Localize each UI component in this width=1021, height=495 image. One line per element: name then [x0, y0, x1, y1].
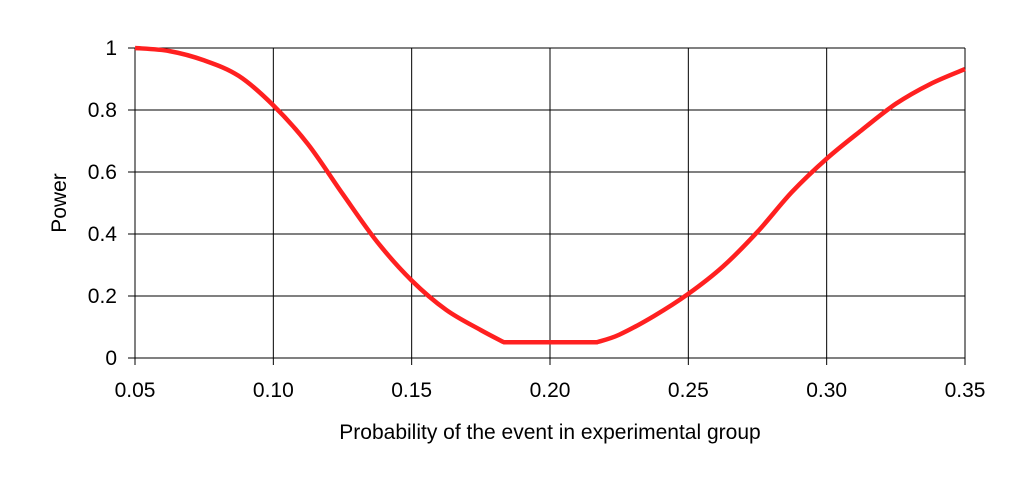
x-axis-label: Probability of the event in experimental…: [339, 421, 760, 444]
power-curve: [134, 45, 966, 345]
series-layer: [134, 45, 966, 345]
y-tick-label: 0: [105, 347, 117, 370]
y-axis: 0 0.2 0.4 0.6 0.8 1: [88, 37, 135, 370]
x-tick-label: 0.35: [945, 379, 986, 402]
x-tick-label: 0.10: [253, 379, 294, 402]
x-axis: 0.05 0.10 0.15 0.20 0.25 0.30 0.35: [115, 358, 986, 402]
grid: [134, 47, 966, 359]
x-tick-label: 0.20: [530, 379, 571, 402]
y-axis-label: Power: [48, 173, 71, 233]
x-tick-label: 0.05: [115, 379, 156, 402]
x-tick-label: 0.30: [806, 379, 847, 402]
y-tick-label: 0.4: [88, 223, 118, 246]
y-tick-label: 0.2: [88, 285, 117, 308]
y-tick-label: 1: [105, 37, 117, 60]
y-tick-label: 0.6: [88, 161, 117, 184]
y-tick-label: 0.8: [88, 99, 117, 122]
x-tick-label: 0.15: [391, 379, 432, 402]
x-tick-label: 0.25: [668, 379, 709, 402]
